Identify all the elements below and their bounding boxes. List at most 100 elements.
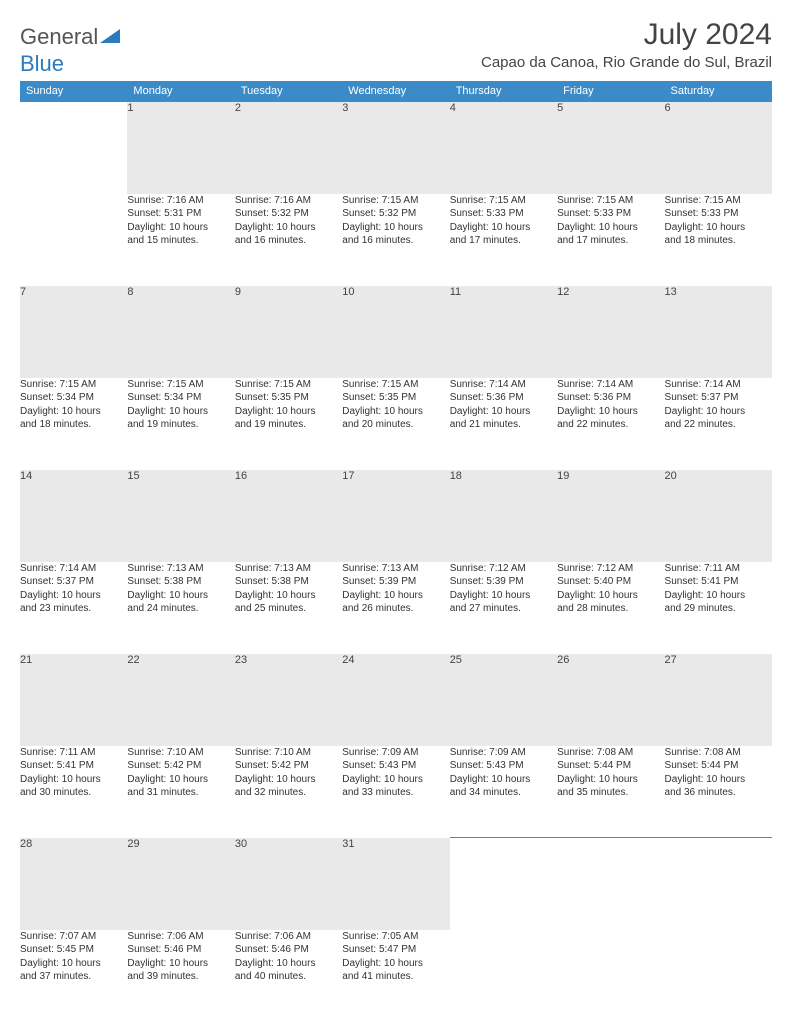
sunrise-text: Sunrise: 7:15 AM [235,378,342,392]
day-detail-cell: Sunrise: 7:15 AMSunset: 5:35 PMDaylight:… [235,378,342,470]
day-number-cell: 30 [235,838,342,930]
day-detail-cell: Sunrise: 7:14 AMSunset: 5:36 PMDaylight:… [450,378,557,470]
day-detail-cell: Sunrise: 7:16 AMSunset: 5:31 PMDaylight:… [127,194,234,286]
day-detail-cell: Sunrise: 7:13 AMSunset: 5:38 PMDaylight:… [127,562,234,654]
day1-text: Daylight: 10 hours [557,221,664,235]
day-number-cell: 1 [127,102,234,194]
day-detail-cell: Sunrise: 7:08 AMSunset: 5:44 PMDaylight:… [557,746,664,838]
day2-text: and 37 minutes. [20,970,127,984]
day-number-cell: 12 [557,286,664,378]
sunset-text: Sunset: 5:36 PM [557,391,664,405]
sunset-text: Sunset: 5:42 PM [127,759,234,773]
sunset-text: Sunset: 5:32 PM [342,207,449,221]
day1-text: Daylight: 10 hours [127,957,234,971]
day1-text: Daylight: 10 hours [20,589,127,603]
sunset-text: Sunset: 5:31 PM [127,207,234,221]
day-number-cell: 8 [127,286,234,378]
day-number-cell: 31 [342,838,449,930]
day1-text: Daylight: 10 hours [342,221,449,235]
day-detail-cell: Sunrise: 7:09 AMSunset: 5:43 PMDaylight:… [342,746,449,838]
sunset-text: Sunset: 5:43 PM [450,759,557,773]
day2-text: and 36 minutes. [665,786,772,800]
day-detail-row: Sunrise: 7:14 AMSunset: 5:37 PMDaylight:… [20,562,772,654]
day1-text: Daylight: 10 hours [127,405,234,419]
day-detail-cell: Sunrise: 7:14 AMSunset: 5:36 PMDaylight:… [557,378,664,470]
day-number-cell: 7 [20,286,127,378]
day-detail-cell: Sunrise: 7:15 AMSunset: 5:33 PMDaylight:… [557,194,664,286]
day1-text: Daylight: 10 hours [557,773,664,787]
logo-triangle-icon [100,29,120,45]
sunset-text: Sunset: 5:37 PM [665,391,772,405]
day-detail-cell: Sunrise: 7:12 AMSunset: 5:40 PMDaylight:… [557,562,664,654]
sunset-text: Sunset: 5:39 PM [342,575,449,589]
sunset-text: Sunset: 5:35 PM [342,391,449,405]
sunrise-text: Sunrise: 7:09 AM [450,746,557,760]
day1-text: Daylight: 10 hours [665,589,772,603]
day-detail-cell: Sunrise: 7:14 AMSunset: 5:37 PMDaylight:… [20,562,127,654]
day-number-cell: 26 [557,654,664,746]
day2-text: and 17 minutes. [450,234,557,248]
day-number-cell: 16 [235,470,342,562]
day2-text: and 22 minutes. [665,418,772,432]
day1-text: Daylight: 10 hours [127,773,234,787]
day2-text: and 30 minutes. [20,786,127,800]
sunrise-text: Sunrise: 7:15 AM [342,378,449,392]
sunrise-text: Sunrise: 7:12 AM [557,562,664,576]
day1-text: Daylight: 10 hours [450,773,557,787]
calendar-table: Sunday Monday Tuesday Wednesday Thursday… [20,81,772,1022]
day-number-cell: 13 [665,286,772,378]
day2-text: and 19 minutes. [127,418,234,432]
day1-text: Daylight: 10 hours [665,221,772,235]
brand-part1: General [20,24,98,50]
day1-text: Daylight: 10 hours [127,221,234,235]
sunset-text: Sunset: 5:47 PM [342,943,449,957]
day1-text: Daylight: 10 hours [127,589,234,603]
day-detail-cell: Sunrise: 7:10 AMSunset: 5:42 PMDaylight:… [127,746,234,838]
day1-text: Daylight: 10 hours [665,773,772,787]
day-detail-cell [450,930,557,1022]
sunrise-text: Sunrise: 7:16 AM [127,194,234,208]
sunrise-text: Sunrise: 7:15 AM [20,378,127,392]
day2-text: and 17 minutes. [557,234,664,248]
day2-text: and 18 minutes. [665,234,772,248]
day-number-cell [450,838,557,930]
day1-text: Daylight: 10 hours [665,405,772,419]
day-detail-cell [20,194,127,286]
sunset-text: Sunset: 5:38 PM [127,575,234,589]
sunrise-text: Sunrise: 7:14 AM [665,378,772,392]
day-detail-cell: Sunrise: 7:10 AMSunset: 5:42 PMDaylight:… [235,746,342,838]
day-number-cell: 19 [557,470,664,562]
sunrise-text: Sunrise: 7:13 AM [235,562,342,576]
day-number-row: 78910111213 [20,286,772,378]
sunrise-text: Sunrise: 7:06 AM [127,930,234,944]
day2-text: and 24 minutes. [127,602,234,616]
day-number-cell: 21 [20,654,127,746]
day-detail-cell: Sunrise: 7:11 AMSunset: 5:41 PMDaylight:… [20,746,127,838]
sunset-text: Sunset: 5:41 PM [20,759,127,773]
day-number-cell: 25 [450,654,557,746]
sunset-text: Sunset: 5:46 PM [235,943,342,957]
day-detail-cell: Sunrise: 7:05 AMSunset: 5:47 PMDaylight:… [342,930,449,1022]
calendar-body: 123456Sunrise: 7:16 AMSunset: 5:31 PMDay… [20,102,772,1022]
day2-text: and 16 minutes. [235,234,342,248]
sunrise-text: Sunrise: 7:15 AM [557,194,664,208]
day-detail-cell: Sunrise: 7:14 AMSunset: 5:37 PMDaylight:… [665,378,772,470]
sunset-text: Sunset: 5:45 PM [20,943,127,957]
day-detail-cell: Sunrise: 7:06 AMSunset: 5:46 PMDaylight:… [127,930,234,1022]
day2-text: and 40 minutes. [235,970,342,984]
day-number-cell: 24 [342,654,449,746]
sunrise-text: Sunrise: 7:11 AM [665,562,772,576]
sunrise-text: Sunrise: 7:14 AM [557,378,664,392]
sunrise-text: Sunrise: 7:10 AM [127,746,234,760]
sunset-text: Sunset: 5:33 PM [665,207,772,221]
weekday-header: Friday [557,81,664,102]
weekday-header: Saturday [665,81,772,102]
day-detail-cell: Sunrise: 7:13 AMSunset: 5:38 PMDaylight:… [235,562,342,654]
day2-text: and 23 minutes. [20,602,127,616]
day-detail-cell: Sunrise: 7:16 AMSunset: 5:32 PMDaylight:… [235,194,342,286]
sunrise-text: Sunrise: 7:09 AM [342,746,449,760]
sunset-text: Sunset: 5:39 PM [450,575,557,589]
day-number-cell: 23 [235,654,342,746]
sunrise-text: Sunrise: 7:15 AM [665,194,772,208]
day-detail-row: Sunrise: 7:11 AMSunset: 5:41 PMDaylight:… [20,746,772,838]
